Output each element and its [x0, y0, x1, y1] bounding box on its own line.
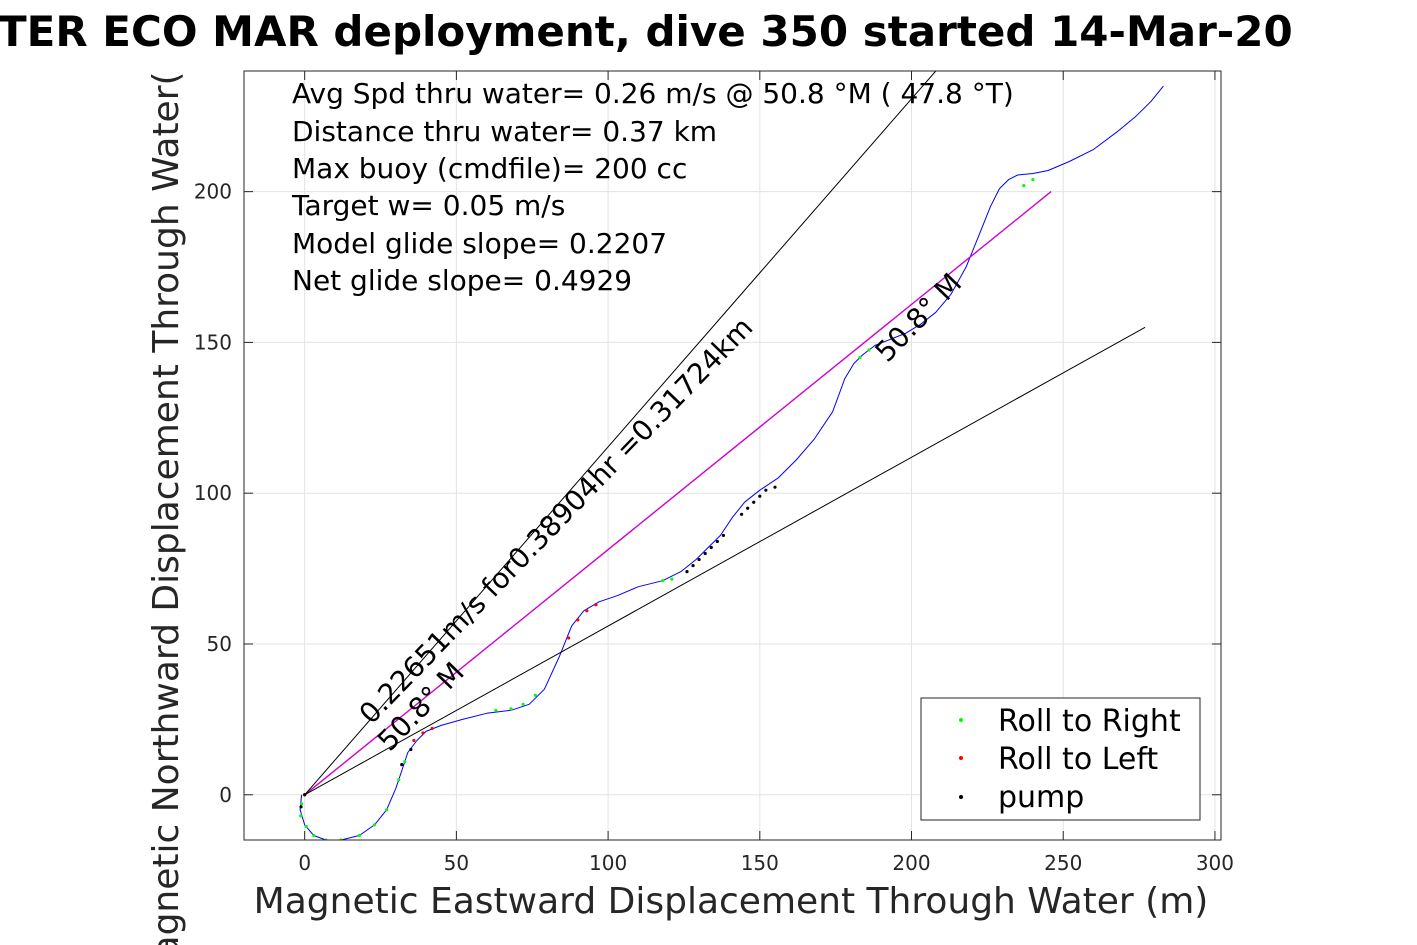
marker-pump	[758, 494, 762, 498]
grid	[244, 71, 1221, 840]
marker-pump	[715, 539, 719, 544]
marker-roll-right	[372, 823, 377, 827]
chart-title: TER ECO MAR deployment, dive 350 started…	[0, 7, 1293, 56]
legend: Roll to Right Roll to Left pump	[920, 697, 1201, 821]
series-envelope-upper	[304, 71, 937, 796]
series-model-heading	[304, 191, 1052, 796]
marker-pump	[721, 533, 725, 538]
marker-pump	[409, 747, 413, 752]
marker-roll-left	[430, 726, 434, 731]
info-target-w: Target w= 0.05 m/s	[291, 189, 565, 222]
marker-roll-right	[397, 778, 401, 782]
x-tick-label: 200	[892, 851, 930, 875]
legend-label-roll-right: Roll to Right	[998, 704, 1181, 739]
marker-roll-right	[533, 693, 537, 697]
y-tick-label: 0	[219, 783, 232, 807]
marker-roll-right	[300, 802, 304, 806]
marker-roll-right	[1022, 183, 1026, 188]
axis-ticks: 0 50 100 150 200 250 300 0 50 100 150 200	[194, 71, 1234, 875]
x-axis-label: Magnetic Eastward Displacement Through W…	[254, 881, 1209, 922]
info-distance: Distance thru water= 0.37 km	[292, 115, 717, 148]
x-tick-label: 100	[589, 851, 627, 875]
marker-roll-right	[661, 579, 665, 583]
marker-roll-right	[858, 355, 862, 360]
marker-pump	[697, 557, 701, 562]
marker-roll-right	[299, 814, 303, 818]
legend-label-pump: pump	[998, 780, 1084, 815]
x-tick-label: 300	[1196, 851, 1234, 875]
x-tick-label: 50	[444, 851, 469, 875]
x-tick-label: 0	[298, 851, 311, 875]
marker-roll-left	[585, 609, 589, 613]
marker-roll-right	[509, 707, 513, 711]
marker-roll-left	[412, 738, 416, 743]
marker-pump	[764, 488, 768, 492]
marker-roll-right	[304, 824, 308, 829]
info-avg-speed: Avg Spd thru water= 0.26 m/s @ 50.8 °M (…	[292, 77, 1014, 110]
marker-roll-left	[567, 636, 571, 640]
marker-pump	[400, 763, 404, 767]
legend-swatch-roll-right	[959, 718, 963, 722]
info-max-buoy: Max buoy (cmdfile)= 200 cc	[292, 152, 687, 185]
marker-pump	[709, 545, 713, 550]
y-tick-label: 50	[207, 632, 232, 656]
marker-roll-left	[421, 731, 425, 735]
marker-pump	[303, 793, 307, 797]
marker-roll-left	[594, 603, 598, 607]
marker-roll-right	[1031, 177, 1035, 182]
marker-pump	[691, 563, 695, 568]
legend-box	[920, 697, 1201, 821]
plot-series	[299, 71, 1164, 840]
marker-roll-right	[312, 833, 316, 838]
plot-markers	[299, 177, 1035, 840]
y-tick-label: 100	[194, 481, 232, 505]
info-net-glide-slope: Net glide slope= 0.4929	[292, 264, 632, 297]
marker-roll-right	[521, 702, 525, 706]
info-model-glide-slope: Model glide slope= 0.2207	[292, 227, 667, 260]
x-tick-label: 150	[741, 851, 779, 875]
marker-pump	[703, 551, 707, 556]
info-text-block: Avg Spd thru water= 0.26 m/s @ 50.8 °M (…	[291, 77, 1014, 297]
plot-frame	[243, 70, 1222, 841]
marker-pump	[752, 500, 756, 504]
legend-label-roll-left: Roll to Left	[998, 742, 1158, 777]
marker-roll-right	[403, 759, 407, 764]
marker-pump	[299, 805, 303, 809]
marker-pump	[773, 485, 777, 489]
marker-roll-right	[670, 577, 674, 581]
marker-pump	[746, 506, 750, 510]
marker-pump	[685, 570, 689, 574]
x-tick-label: 250	[1044, 851, 1082, 875]
y-tick-label: 200	[194, 180, 232, 204]
marker-roll-right	[867, 348, 871, 352]
marker-roll-right	[494, 708, 498, 712]
series-envelope-lower	[304, 326, 1146, 796]
y-axis-label: Magnetic Northward Displacement Through …	[146, 71, 187, 945]
y-tick-label: 150	[194, 330, 232, 354]
legend-swatch-pump	[959, 795, 963, 799]
marker-roll-right	[385, 808, 389, 812]
legend-swatch-roll-left	[959, 756, 963, 760]
marker-pump	[740, 512, 744, 516]
series-track	[299, 85, 1164, 840]
marker-roll-left	[576, 618, 580, 622]
marker-roll-right	[357, 833, 361, 838]
